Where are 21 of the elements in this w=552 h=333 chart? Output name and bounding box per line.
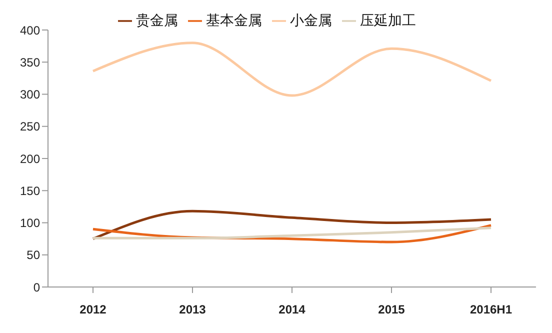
y-tick-label: 400 <box>20 23 40 38</box>
line-series <box>92 226 492 240</box>
line-series <box>92 42 492 97</box>
y-tick-label: 200 <box>20 152 40 166</box>
y-tick-label: 0 <box>33 280 40 294</box>
legend-label: 基本金属 <box>206 13 262 29</box>
x-tick-label: 2015 <box>378 302 406 317</box>
legend-label: 贵金属 <box>136 13 178 29</box>
y-tick-label: 250 <box>20 120 40 134</box>
y-tick-label: 350 <box>20 55 40 70</box>
x-tick-label: 2014 <box>278 302 306 317</box>
x-tick-label: 2013 <box>179 302 206 317</box>
line-series <box>92 210 492 240</box>
legend-label: 压延加工 <box>360 13 416 29</box>
x-tick-label: 2016H1 <box>470 302 512 317</box>
x-tick-label: 2012 <box>80 302 107 317</box>
y-tick-label: 300 <box>20 88 40 102</box>
legend-label: 小金属 <box>290 13 332 29</box>
y-tick-label: 50 <box>26 248 40 262</box>
y-tick-label: 150 <box>20 184 40 198</box>
y-tick-label: 100 <box>20 216 40 230</box>
